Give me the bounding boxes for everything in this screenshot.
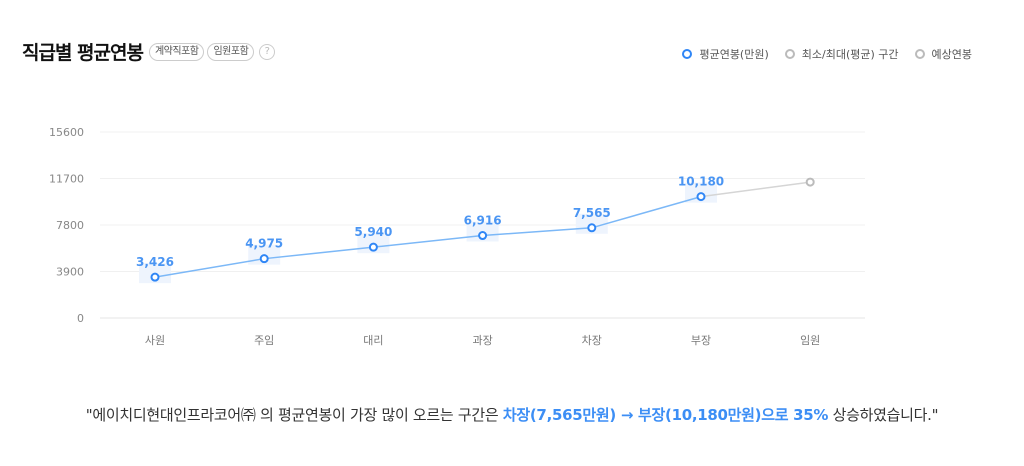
legend-item-expected[interactable]: 예상연봉 xyxy=(914,46,972,62)
y-tick-label: 7800 xyxy=(56,219,84,232)
data-label: 10,180 xyxy=(678,175,724,189)
data-label: 5,940 xyxy=(354,225,392,239)
x-tick-label: 임원 xyxy=(800,334,820,347)
x-tick-label: 과장 xyxy=(472,334,492,347)
data-point[interactable] xyxy=(478,231,488,241)
expected-line xyxy=(700,181,811,198)
data-label: 6,916 xyxy=(464,214,502,228)
page-title: 직급별 평균연봉 xyxy=(22,42,144,64)
legend-label: 예상연봉 xyxy=(931,48,972,61)
data-point[interactable] xyxy=(587,223,597,233)
y-tick-label: 3900 xyxy=(56,266,84,279)
data-label: 7,565 xyxy=(573,206,611,220)
data-label: 4,975 xyxy=(245,237,283,251)
x-tick-label: 사원 xyxy=(145,334,165,347)
x-tick-label: 대리 xyxy=(363,334,383,347)
legend-item-average[interactable]: 평균연봉(만원) xyxy=(682,46,769,62)
legend-item-range[interactable]: 최소/최대(평균) 구간 xyxy=(784,46,899,62)
chart-legend: 평균연봉(만원) 최소/최대(평균) 구간 예상연봉 xyxy=(666,46,972,62)
x-tick-label: 부장 xyxy=(691,334,711,347)
y-tick-label: 0 xyxy=(77,312,84,325)
data-point[interactable] xyxy=(696,192,706,202)
help-icon[interactable]: ? xyxy=(259,43,276,60)
summary-pre: "에이치디현대인프라코어㈜ 의 평균연봉이 가장 많이 오르는 구간은 xyxy=(85,406,503,424)
chart-header: 직급별 평균연봉 계약직포함 임원포함 ? xyxy=(22,38,276,65)
summary-post: 상승하였습니다." xyxy=(828,406,939,424)
data-label: 3,426 xyxy=(136,255,174,269)
y-tick-label: 11700 xyxy=(49,173,84,186)
line-chart: 0 3900 7800 11700 15600 사원 주임 대리 과장 차장 부장 임원 3,426 4,… xyxy=(49,126,865,347)
circle-icon xyxy=(784,49,795,59)
legend-label: 평균연봉(만원) xyxy=(699,48,769,61)
data-point[interactable] xyxy=(368,242,378,252)
summary-highlight: 차장(7,565만원) → 부장(10,180만원)으로 35% xyxy=(502,406,829,424)
x-tick-label: 주임 xyxy=(254,334,274,347)
legend-label: 최소/최대(평균) 구간 xyxy=(801,48,899,61)
y-tick-label: 15600 xyxy=(49,126,84,139)
average-line xyxy=(154,195,702,278)
x-tick-label: 차장 xyxy=(582,334,602,347)
circle-icon xyxy=(914,49,925,59)
circle-icon xyxy=(682,49,693,59)
data-point[interactable] xyxy=(259,254,269,264)
expected-point[interactable] xyxy=(805,177,815,187)
summary-text: "에이치디현대인프라코어㈜ 의 평균연봉이 가장 많이 오르는 구간은 차장(7… xyxy=(0,404,1024,425)
executive-included-chip[interactable]: 임원포함 xyxy=(207,42,255,61)
contract-included-chip[interactable]: 계약직포함 xyxy=(148,42,205,61)
data-point[interactable] xyxy=(150,272,160,282)
